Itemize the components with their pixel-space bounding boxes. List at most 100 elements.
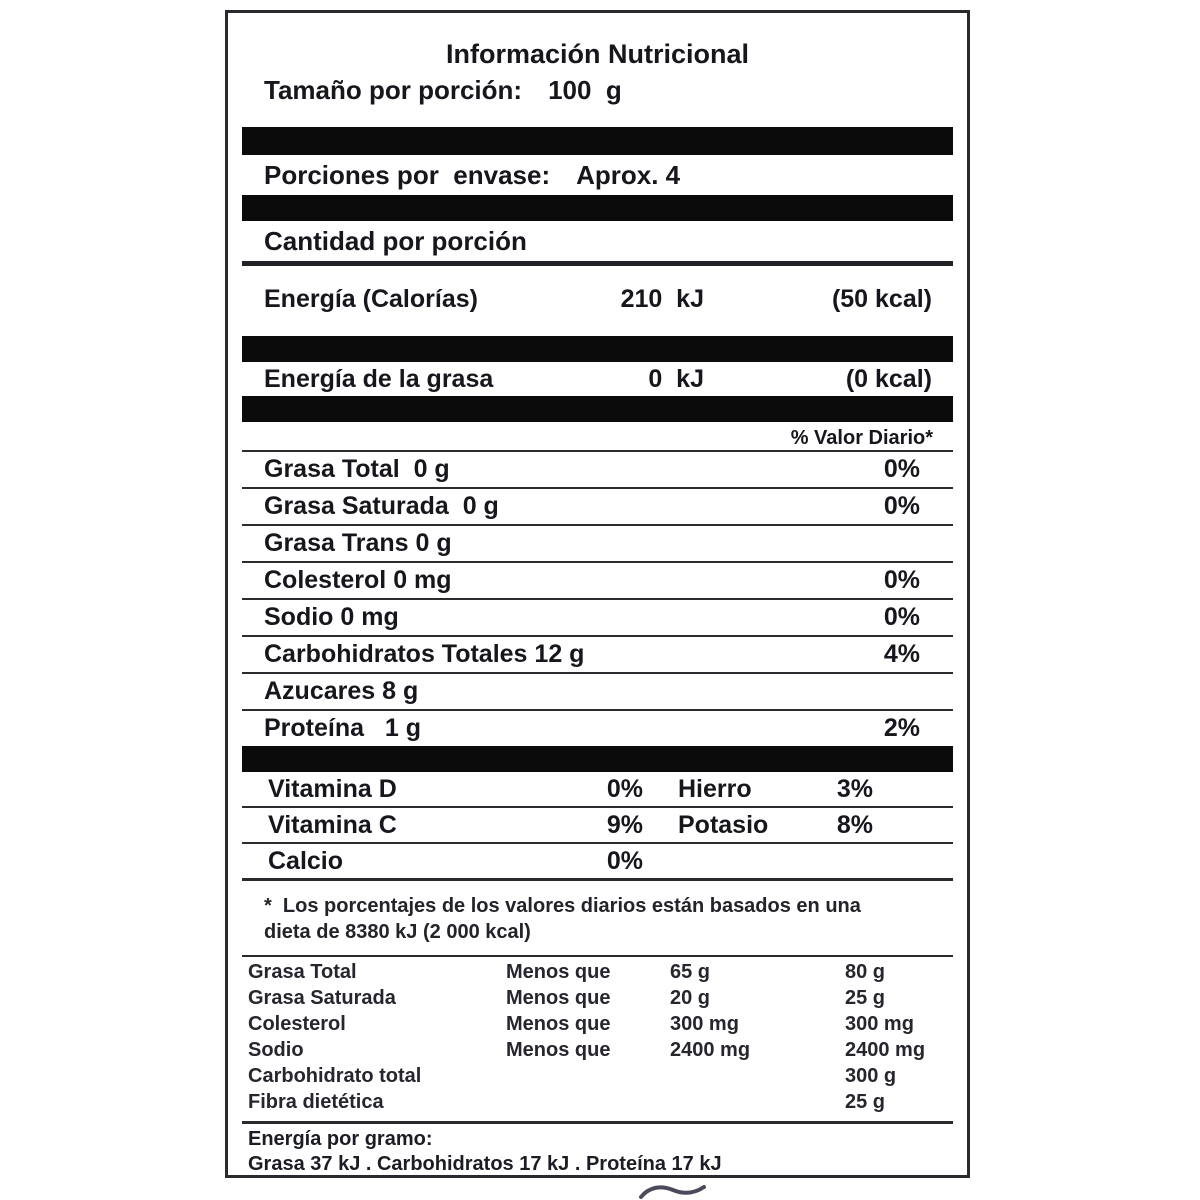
ref-name: Colesterol	[248, 1013, 346, 1035]
nutrient-row-sodium: Sodio 0 mg 0%	[242, 598, 953, 635]
table-row: Colesterol Menos que 300 mg 300 mg	[242, 1011, 953, 1037]
nutrient-label: Grasa Trans 0 g	[264, 529, 452, 557]
divider-line	[242, 261, 953, 266]
ref-cond: Menos que	[506, 961, 611, 983]
divider-bar	[242, 396, 953, 422]
divider-bar	[242, 127, 953, 155]
energy-per-gram-section: Energía por gramo: Grasa 37 kJ . Carbohi…	[242, 1121, 953, 1175]
ref-col3: 65 g	[670, 961, 711, 983]
ref-col3	[670, 1063, 845, 1089]
energy-fat-label: Energía de la grasa	[264, 365, 494, 393]
table-row: Grasa Total Menos que 65 g 80 g	[242, 959, 953, 985]
ref-cond	[506, 1089, 670, 1115]
reference-table: Grasa Total Menos que 65 g 80 g Grasa Sa…	[242, 957, 953, 1119]
divider-bar	[242, 336, 953, 362]
energy-fat-row: Energía de la grasa 0 kJ (0 kcal)	[242, 364, 953, 394]
nutrient-dv: 0%	[883, 455, 920, 483]
nutrition-label: Información Nutricional Tamaño por porci…	[225, 10, 970, 1178]
nutrient-row-total-carbs: Carbohidratos Totales 12 g 4%	[242, 635, 953, 672]
daily-value-header: % Valor Diario*	[790, 427, 933, 449]
ref-name: Carbohidrato total	[248, 1065, 422, 1087]
energy-fat-kj-value: 0 kJ	[648, 365, 704, 393]
energy-row: Energía (Calorías) 210 kJ (50 kcal)	[242, 284, 953, 314]
nutrient-label: Colesterol 0 mg	[264, 566, 452, 594]
ref-col4: 25 g	[845, 987, 886, 1009]
mineral-value: 3%	[836, 775, 873, 803]
servings-per-container-label: Porciones por envase:	[264, 160, 551, 190]
ref-col4: 25 g	[845, 1091, 886, 1113]
label-title: Información Nutricional	[445, 39, 750, 69]
servings-per-container-value: Aprox. 4	[576, 160, 681, 190]
servings-per-container-row: Porciones por envase: Aprox. 4	[242, 158, 953, 192]
divider-bar	[242, 195, 953, 221]
nutrient-row-trans-fat: Grasa Trans 0 g	[242, 524, 953, 561]
nutrient-dv: 2%	[883, 714, 920, 742]
mineral-label: Hierro	[678, 775, 752, 803]
nutrient-row-sugars: Azucares 8 g	[242, 672, 953, 709]
nutrient-dv: 4%	[883, 640, 920, 668]
mineral-value: 8%	[836, 811, 873, 839]
ref-col4: 2400 mg	[845, 1039, 926, 1061]
footnote-line1: * Los porcentajes de los valores diarios…	[264, 895, 861, 917]
ref-col3: 20 g	[670, 987, 711, 1009]
nutrient-label: Carbohidratos Totales 12 g	[264, 640, 585, 668]
vitamin-value: 9%	[606, 811, 643, 839]
nutrient-label: Grasa Total 0 g	[264, 455, 450, 483]
nutrient-row-saturated-fat: Grasa Saturada 0 g 0%	[242, 487, 953, 524]
ref-name: Grasa Saturada	[248, 987, 396, 1009]
energy-per-gram-values: Grasa 37 kJ . Carbohidratos 17 kJ . Prot…	[248, 1153, 722, 1175]
ref-col4: 80 g	[845, 961, 886, 983]
nutrient-label: Grasa Saturada 0 g	[264, 492, 499, 520]
vitamin-row-calcium: Calcio 0%	[242, 842, 953, 878]
vitamin-row-c-potassium: Vitamina C 9% Potasio 8%	[242, 806, 953, 842]
serving-size-value: 100 g	[548, 75, 622, 105]
table-row: Carbohidrato total 300 g	[242, 1063, 953, 1089]
divider-line	[242, 878, 953, 881]
daily-value-footnote: * Los porcentajes de los valores diarios…	[242, 881, 953, 955]
mineral-label: Potasio	[678, 811, 769, 839]
divider-line	[242, 955, 953, 957]
nutrient-row-cholesterol: Colesterol 0 mg 0%	[242, 561, 953, 598]
ref-cond: Menos que	[506, 987, 611, 1009]
serving-size-row: Tamaño por porción: 100 g	[242, 73, 953, 107]
nutrient-label: Proteína 1 g	[264, 714, 421, 742]
divider-bar	[242, 746, 953, 772]
ref-name: Grasa Total	[248, 961, 357, 983]
vitamin-label: Vitamina C	[268, 811, 397, 839]
nutrient-row-protein: Proteína 1 g 2%	[242, 709, 953, 746]
cutoff-graphic	[639, 1185, 706, 1199]
ref-col4: 300 mg	[845, 1013, 914, 1035]
energy-kj-value: 210 kJ	[620, 285, 704, 313]
ref-col3	[670, 1089, 845, 1115]
ref-col3: 300 mg	[670, 1013, 739, 1035]
nutrient-label: Azucares 8 g	[264, 677, 419, 705]
energy-fat-kcal-value: (0 kcal)	[845, 365, 932, 393]
nutrient-dv: 0%	[883, 603, 920, 631]
vitamin-value: 0%	[606, 847, 643, 875]
ref-name: Sodio	[248, 1039, 304, 1061]
vitamin-label: Calcio	[268, 847, 344, 875]
nutrient-row-total-fat: Grasa Total 0 g 0%	[242, 450, 953, 487]
table-row: Sodio Menos que 2400 mg 2400 mg	[242, 1037, 953, 1063]
nutrient-dv: 0%	[883, 566, 920, 594]
table-row: Grasa Saturada Menos que 20 g 25 g	[242, 985, 953, 1011]
amount-per-serving-label: Cantidad por porción	[264, 226, 527, 256]
vitamin-row-d-iron: Vitamina D 0% Hierro 3%	[242, 772, 953, 806]
nutrient-label: Sodio 0 mg	[264, 603, 399, 631]
energy-label: Energía (Calorías)	[264, 285, 478, 313]
ref-cond: Menos que	[506, 1039, 611, 1061]
energy-per-gram-title: Energía por gramo:	[248, 1128, 433, 1150]
serving-size-label: Tamaño por porción:	[264, 75, 523, 105]
vitamin-label: Vitamina D	[268, 775, 397, 803]
ref-cond	[506, 1063, 670, 1089]
ref-name: Fibra dietética	[248, 1091, 384, 1113]
table-row: Fibra dietética 25 g	[242, 1089, 953, 1115]
energy-kcal-value: (50 kcal)	[831, 285, 932, 313]
ref-col3: 2400 mg	[670, 1039, 751, 1061]
nutrient-dv: 0%	[883, 492, 920, 520]
amount-per-serving-row: Cantidad por porción	[242, 224, 953, 258]
ref-col4: 300 g	[845, 1065, 897, 1087]
vitamin-value: 0%	[606, 775, 643, 803]
ref-cond: Menos que	[506, 1013, 611, 1035]
